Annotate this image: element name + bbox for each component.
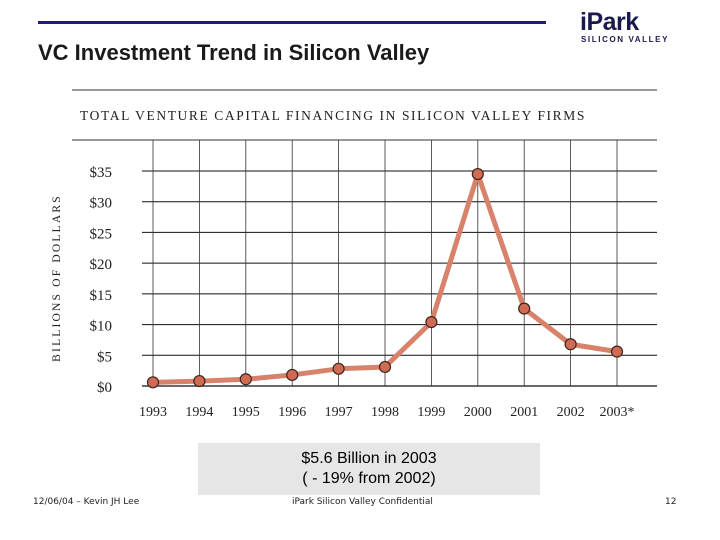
x-tick-label: 2000 — [464, 405, 492, 420]
footer-confidential: iPark Silicon Valley Confidential — [292, 497, 433, 507]
data-point — [610, 345, 624, 358]
y-tick-label: $10 — [90, 319, 113, 335]
x-tick-label: 1993 — [139, 405, 167, 420]
chart-title: TOTAL VENTURE CAPITAL FINANCING IN SILIC… — [80, 108, 586, 123]
y-axis-label: BILLIONS OF DOLLARS — [51, 194, 63, 362]
y-tick-label: $30 — [90, 196, 113, 212]
data-point — [239, 373, 252, 386]
y-tick-label: $25 — [90, 226, 113, 242]
y-tick-label: $35 — [90, 165, 113, 181]
x-tick-label: 2001 — [510, 405, 538, 420]
callout-headline: $5.6 Billion in 2003 — [301, 450, 437, 467]
data-point — [378, 360, 392, 374]
x-tick-label: 1999 — [417, 405, 445, 420]
x-tick-label: 2003* — [600, 405, 635, 420]
logo-tagline: SILICON VALLEY — [581, 35, 670, 44]
y-tick-label: $20 — [90, 257, 113, 273]
x-tick-label: 1994 — [185, 405, 213, 420]
data-point — [146, 376, 160, 389]
data-point — [471, 167, 484, 181]
footer-date-author: 12/06/04 – Kevin JH Lee — [33, 497, 140, 507]
data-point — [332, 362, 345, 375]
data-point — [518, 302, 531, 315]
ipark-logo: iPark SILICON VALLEY — [580, 8, 690, 48]
y-tick-label: $0 — [97, 380, 112, 396]
title-underline — [38, 21, 546, 24]
summary-callout: $5.6 Billion in 2003 ( - 19% from 2002) — [198, 443, 540, 495]
data-point — [193, 374, 206, 388]
data-point — [286, 368, 299, 382]
logo-wordmark: iPark — [580, 8, 639, 36]
x-tick-label: 1996 — [278, 405, 306, 420]
y-tick-label: $5 — [97, 349, 112, 365]
data-point — [564, 338, 577, 351]
page-number: 12 — [665, 497, 677, 507]
callout-change: ( - 19% from 2002) — [302, 470, 436, 487]
data-point — [425, 316, 438, 329]
y-tick-label: $15 — [90, 288, 113, 304]
x-tick-label: 1998 — [371, 405, 399, 420]
x-tick-label: 2002 — [557, 405, 585, 420]
x-tick-label: 1995 — [232, 405, 260, 420]
x-tick-label: 1997 — [325, 405, 353, 420]
slide-title: VC Investment Trend in Silicon Valley — [38, 40, 430, 65]
